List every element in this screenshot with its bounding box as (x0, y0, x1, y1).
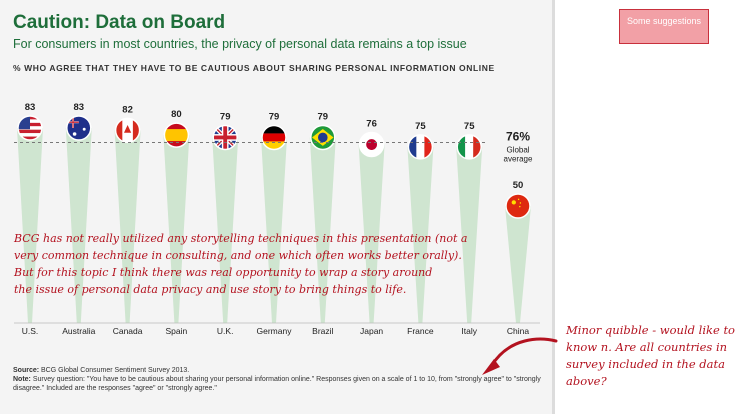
curved-arrow-icon (482, 337, 558, 375)
bar-uk (212, 137, 239, 323)
category-label: U.K. (217, 326, 234, 336)
source-label: Source: (13, 367, 40, 374)
category-label: Italy (461, 326, 477, 336)
annotation-line: But for this topic I think there was rea… (14, 266, 433, 279)
value-label: 79 (220, 111, 231, 122)
note-label: Note: (13, 376, 31, 383)
category-label: Brazil (312, 326, 333, 336)
spain-flag-icon (163, 122, 190, 148)
france-flag-icon (407, 134, 434, 160)
annotation-line: BCG has not really utilized any storytel… (14, 232, 468, 245)
china-flag-icon (505, 193, 531, 219)
us-flag-icon (17, 115, 43, 141)
category-label: France (407, 326, 434, 336)
japan-flag-icon (358, 131, 385, 158)
page-title: Caution: Data on Board (13, 12, 226, 33)
source-note: Source: BCG Global Consumer Sentiment Su… (13, 366, 543, 393)
side-note-line: know n. Are all countries in (566, 340, 728, 354)
bar-germany (261, 137, 287, 323)
annotation-line: the issue of personal data privacy and u… (14, 283, 407, 296)
canada-flag-icon (114, 117, 141, 144)
category-label: Australia (62, 326, 95, 336)
brazil-flag-icon (310, 124, 336, 151)
value-label: 83 (25, 102, 36, 113)
chart-heading: % WHO AGREE THAT THEY HAVE TO BE CAUTIOU… (13, 63, 495, 73)
value-label: 80 (171, 109, 182, 120)
germany-flag-icon (261, 124, 287, 151)
category-label: Spain (166, 326, 188, 336)
bar-australia (65, 128, 92, 323)
value-label: 76 (366, 119, 377, 130)
bar-china (505, 206, 531, 323)
side-note-line: survey included in the data (566, 357, 725, 371)
australia-flag-icon (66, 115, 92, 141)
category-label: China (507, 326, 529, 336)
category-label: Germany (257, 326, 293, 336)
global-average-value: 76% (506, 130, 530, 144)
global-average-label: average (504, 155, 533, 164)
value-label: 79 (269, 111, 280, 122)
side-note-line: Minor quibble - would like to (566, 323, 735, 337)
category-label: U.S. (22, 326, 39, 336)
category-label: Japan (360, 326, 383, 336)
some-suggestions-button[interactable]: Some suggestions (619, 9, 709, 44)
value-label: 75 (464, 121, 475, 132)
bar-japan (358, 144, 385, 323)
global-average-label: Global (506, 146, 529, 155)
source-text: BCG Global Consumer Sentiment Survey 201… (39, 367, 190, 374)
page-subtitle: For consumers in most countries, the pri… (13, 37, 467, 51)
category-label: Canada (113, 326, 143, 336)
italy-flag-icon (456, 134, 482, 160)
value-label: 82 (122, 104, 133, 115)
value-label: 79 (318, 111, 329, 122)
annotation-line: very common technique in consulting, and… (14, 249, 462, 262)
side-note: Minor quibble - would like to know n. Ar… (566, 322, 736, 390)
value-label: 83 (74, 102, 85, 113)
panel-divider (552, 0, 555, 414)
note-text: Survey question: "You have to be cautiou… (13, 376, 541, 392)
bar-france (407, 146, 434, 323)
bar-italy (456, 146, 483, 323)
bar-spain (163, 135, 190, 323)
uk-flag-icon (212, 124, 238, 151)
value-label: 50 (513, 180, 524, 191)
bar-brazil (309, 137, 336, 323)
side-note-line: above? (566, 374, 607, 388)
bar-canada (114, 130, 141, 323)
value-label: 75 (415, 121, 426, 132)
bar-us (17, 128, 43, 323)
storytelling-annotation: BCG has not really utilized any storytel… (14, 230, 484, 298)
